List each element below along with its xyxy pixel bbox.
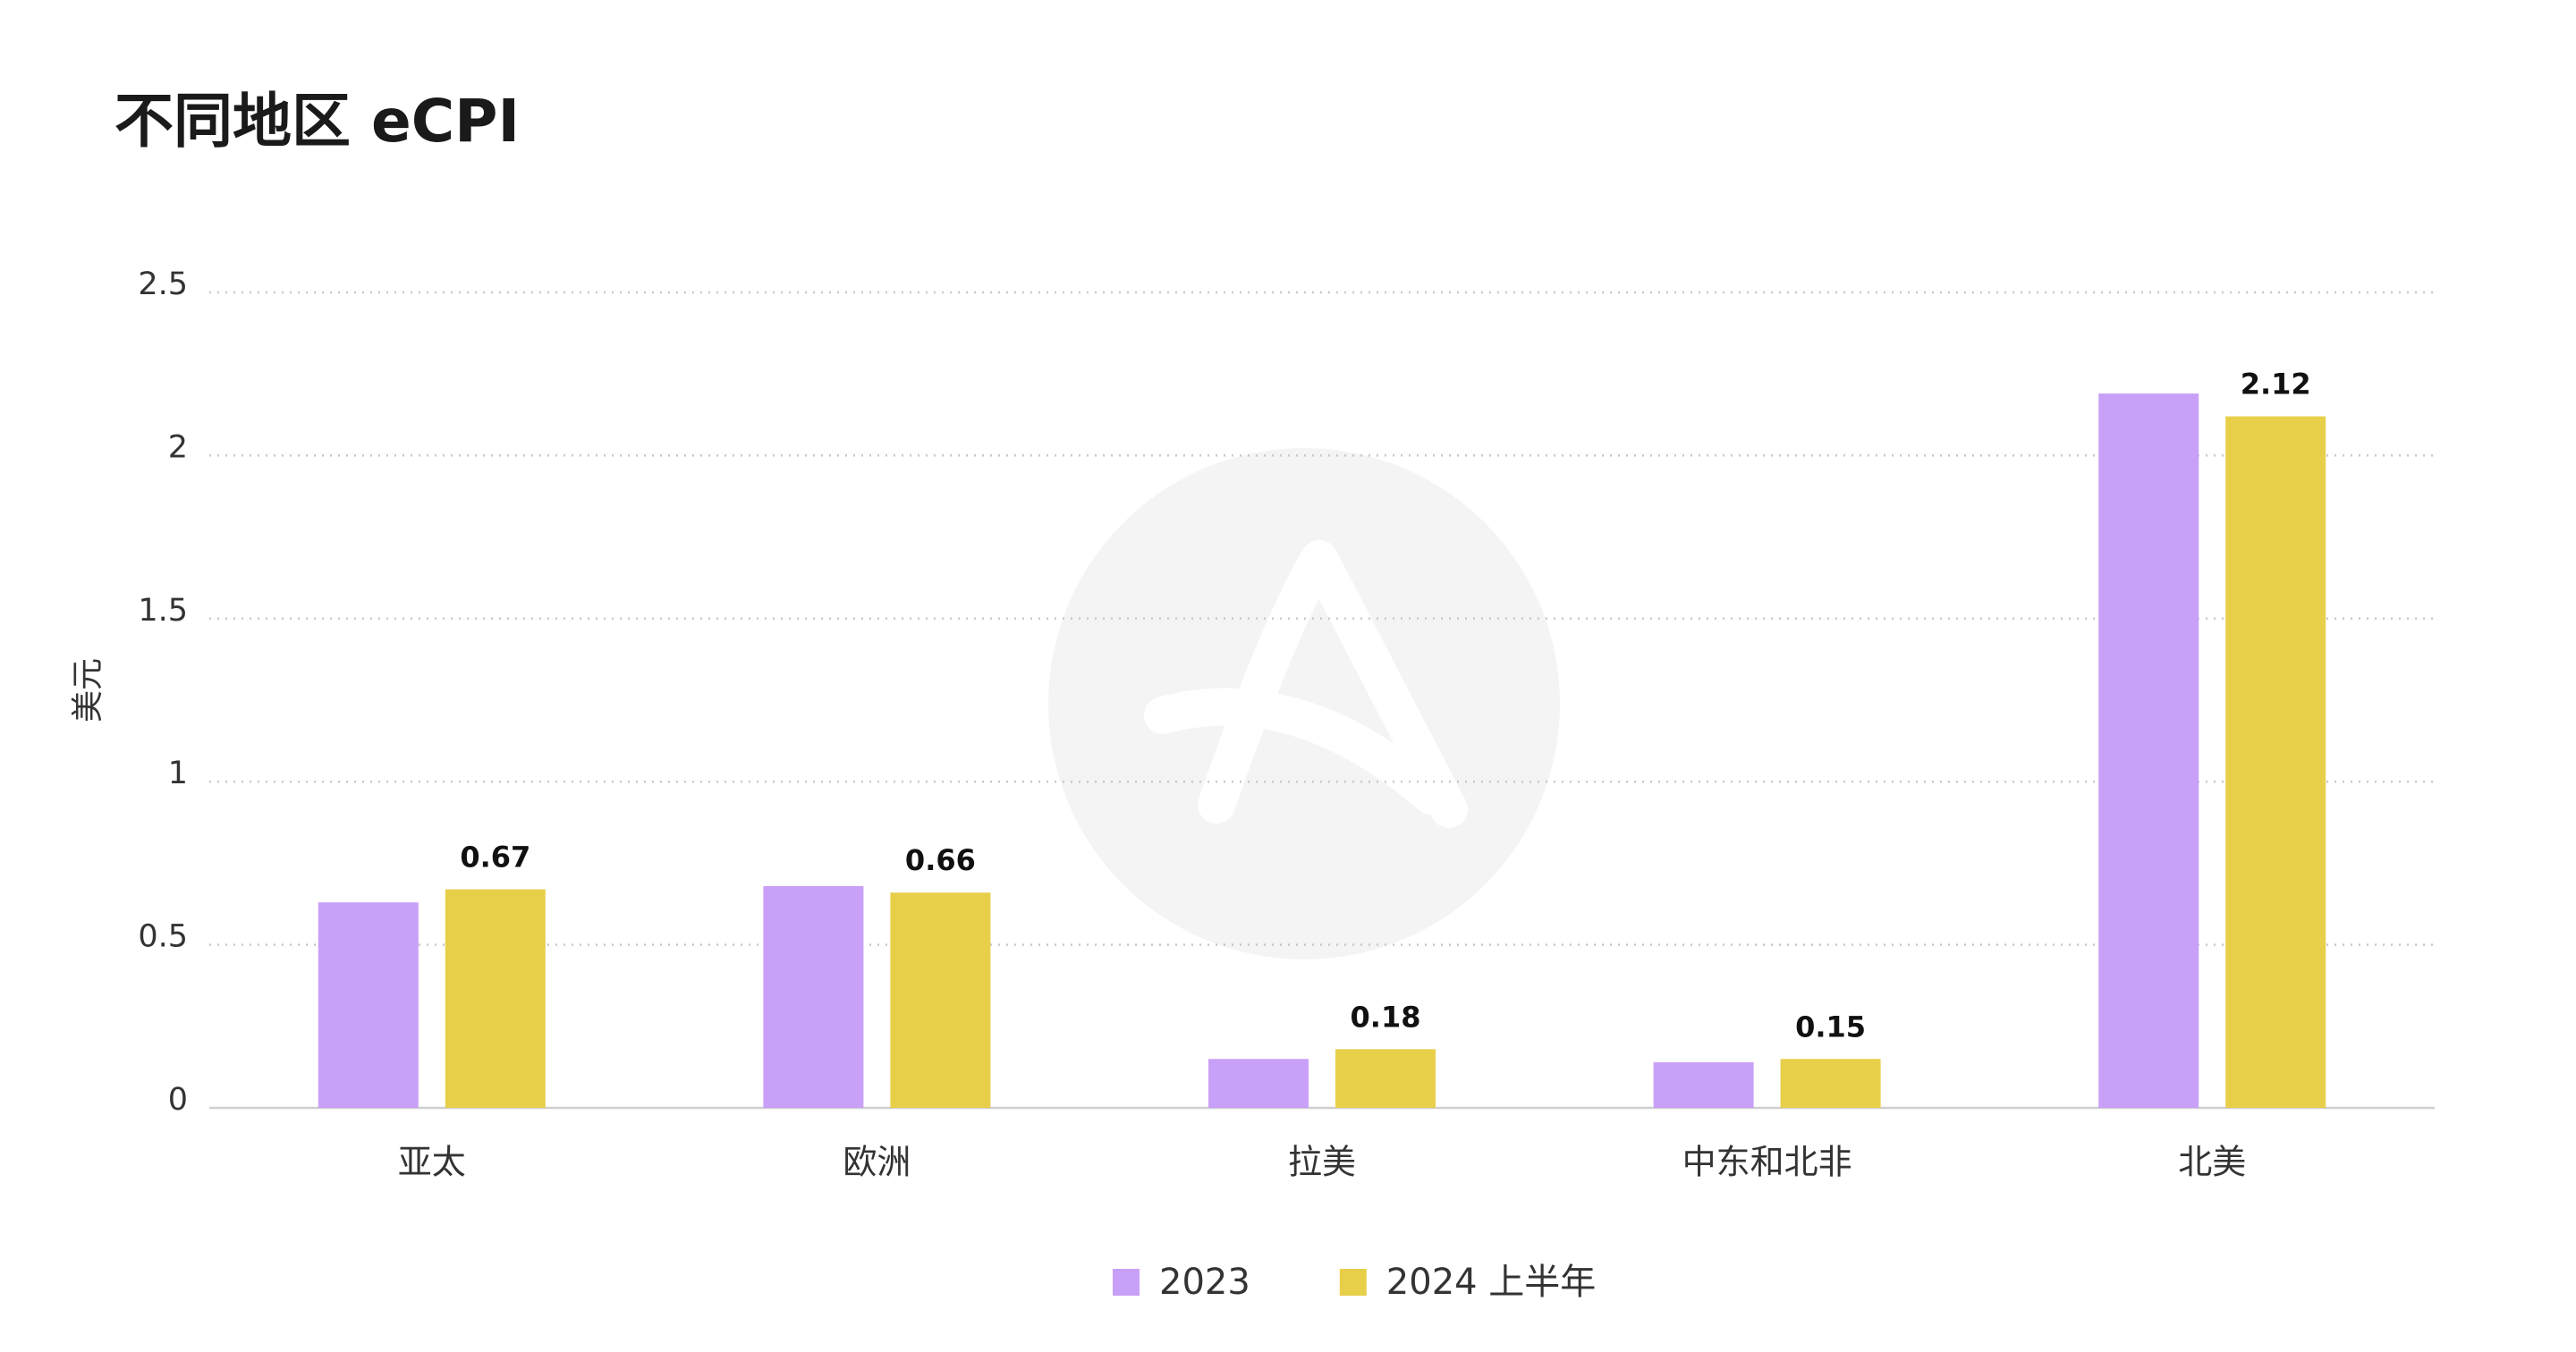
x-tick-label: 中东和北非 bbox=[1682, 1143, 1852, 1182]
data-label: 0.18 bbox=[1351, 1000, 1421, 1034]
y-tick-label: 0 bbox=[168, 1082, 188, 1118]
bar bbox=[1780, 1059, 1881, 1108]
legend-swatch bbox=[1339, 1269, 1367, 1296]
x-tick-label: 拉美 bbox=[1288, 1143, 1356, 1182]
data-label: 0.67 bbox=[460, 841, 530, 875]
bar bbox=[1208, 1059, 1309, 1108]
y-tick-label: 1 bbox=[168, 756, 188, 791]
bar bbox=[2098, 393, 2199, 1108]
legend-label: 2024 上半年 bbox=[1386, 1262, 1597, 1303]
legend: 2023 2024 上半年 bbox=[1113, 1262, 1596, 1303]
legend-swatch bbox=[1113, 1269, 1140, 1296]
y-tick-label: 0.5 bbox=[138, 919, 188, 955]
bar bbox=[2225, 416, 2326, 1108]
x-tick-label: 北美 bbox=[2178, 1143, 2246, 1182]
bar bbox=[1335, 1049, 1436, 1108]
y-tick-label: 1.5 bbox=[138, 593, 188, 629]
watermark bbox=[1048, 448, 1560, 959]
x-tick-label: 亚太 bbox=[398, 1143, 466, 1182]
data-label: 0.15 bbox=[1795, 1010, 1866, 1044]
legend-label: 2023 bbox=[1159, 1262, 1250, 1303]
y-axis-label: 美元 bbox=[70, 658, 106, 722]
x-tick-label: 欧洲 bbox=[843, 1143, 911, 1182]
bar bbox=[445, 889, 546, 1108]
bar bbox=[318, 902, 419, 1108]
data-label: 2.12 bbox=[2241, 368, 2311, 401]
data-label: 0.66 bbox=[905, 843, 976, 877]
chart-title: 不同地区 eCPI bbox=[114, 87, 520, 156]
y-tick-label: 2 bbox=[168, 429, 188, 465]
y-tick-label: 2.5 bbox=[138, 266, 188, 302]
bar bbox=[890, 892, 991, 1108]
bar bbox=[1653, 1061, 1754, 1108]
bar bbox=[763, 885, 864, 1108]
